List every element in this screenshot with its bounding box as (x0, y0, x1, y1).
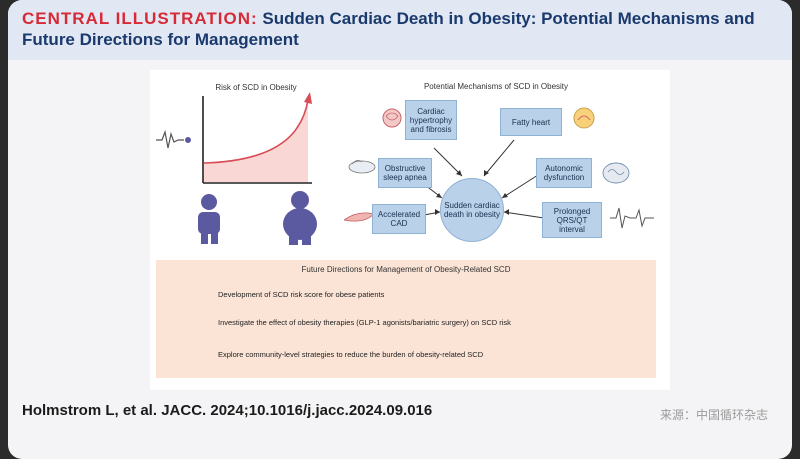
artery-icon (343, 212, 375, 222)
source-note: 来源：中国循环杂志 (659, 408, 768, 422)
figure-area: Risk of SCD in Obesity (150, 70, 670, 390)
mechanism-cad: Accelerated CAD (372, 204, 426, 234)
arrow-autonomic (501, 174, 539, 199)
brain-icon (602, 162, 630, 184)
future-directions-title: Future Directions for Management of Obes… (301, 265, 511, 274)
heart-icon (382, 108, 402, 128)
mechanism-autonomic: Autonomic dysfunction (536, 158, 592, 188)
illustration-panel: CENTRAL ILLUSTRATION: Sudden Cardiac Dea… (8, 0, 792, 459)
future-item-risk-score: Development of SCD risk score for obese … (218, 290, 385, 299)
arrow-fatty (483, 139, 515, 177)
arrow-hypertrophy (433, 147, 463, 177)
pulse-icon (156, 129, 184, 149)
mechanism-hypertrophy: Cardiac hypertrophy and fibrosis (405, 100, 457, 140)
ecg-icon (610, 207, 654, 229)
future-directions-panel: Future Directions for Management of Obes… (156, 260, 656, 378)
sleep-icon (348, 160, 376, 174)
fatty-heart-icon (573, 107, 595, 129)
risk-chart-title: Risk of SCD in Obesity (215, 83, 297, 92)
title-bar: CENTRAL ILLUSTRATION: Sudden Cardiac Dea… (8, 0, 792, 60)
mechanism-sleep-apnea: Obstructive sleep apnea (378, 158, 432, 188)
scd-center: Sudden cardiac death in obesity (440, 178, 504, 242)
normal-person-icon (198, 194, 220, 244)
risk-curve (203, 99, 309, 164)
risk-arrowhead (304, 92, 312, 104)
title-label: CENTRAL ILLUSTRATION: (22, 9, 258, 28)
future-item-therapies: Investigate the effect of obesity therap… (218, 318, 511, 327)
future-item-community: Explore community-level strategies to re… (218, 350, 484, 359)
arrow-qrs (503, 211, 545, 219)
mechanism-qrs-qt: Prolonged QRS/QT interval (542, 202, 602, 238)
page-title: CENTRAL ILLUSTRATION: Sudden Cardiac Dea… (22, 8, 782, 50)
mechanisms-title: Potential Mechanisms of SCD in Obesity (423, 82, 569, 91)
mechanism-fatty-heart: Fatty heart (500, 108, 562, 136)
risk-area (204, 100, 308, 182)
pulse-dot (185, 137, 191, 143)
citation: Holmstrom L, et al. JACC. 2024;10.1016/j… (22, 402, 433, 419)
title-main: Sudden Cardiac Death in Obesity: Potenti… (22, 9, 755, 49)
obese-person-icon (283, 191, 317, 245)
